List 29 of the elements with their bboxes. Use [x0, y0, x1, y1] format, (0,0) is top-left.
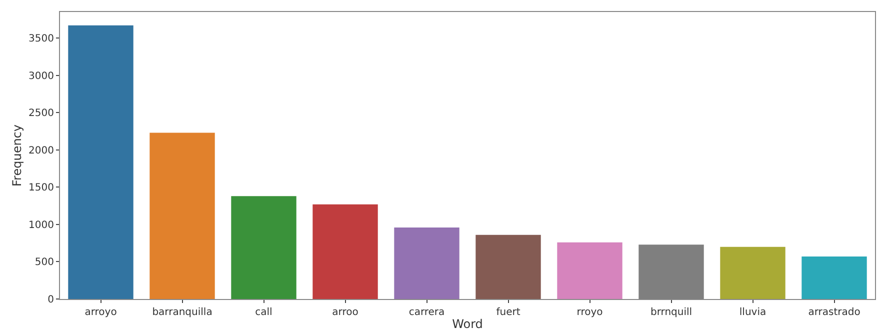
y-tick-label: 1000 [28, 220, 54, 231]
x-tick-label: rroyo [576, 307, 603, 318]
bar [68, 25, 134, 299]
y-tick-label: 2500 [28, 108, 54, 120]
bar [394, 227, 460, 299]
y-tick-label: 1500 [28, 182, 54, 194]
x-axis-title: Word [452, 316, 483, 331]
bar [476, 234, 541, 299]
y-tick-label: 2000 [28, 145, 54, 156]
y-tick-label: 3000 [28, 70, 54, 82]
x-tick-label: call [255, 307, 272, 318]
x-tick-label: brrnquill [650, 307, 692, 318]
y-axis-title: Frequency [10, 124, 24, 186]
x-tick-label: arroo [332, 307, 358, 318]
y-tick-label: 0 [48, 294, 54, 306]
x-tick-label: arrastrado [808, 307, 860, 318]
y-tick-label: 500 [34, 257, 54, 268]
x-tick-label: lluvia [739, 307, 766, 318]
bar [312, 204, 378, 299]
bar [150, 132, 215, 299]
y-tick-label: 3500 [28, 34, 54, 45]
x-tick-label: fuert [496, 307, 520, 318]
x-tick-label: barranquilla [152, 307, 212, 318]
x-tick-label: arroyo [84, 307, 117, 318]
bar [557, 242, 622, 299]
x-tick-label: carrera [408, 307, 445, 318]
bar [720, 246, 786, 299]
bar [231, 196, 296, 299]
bar [802, 256, 867, 299]
